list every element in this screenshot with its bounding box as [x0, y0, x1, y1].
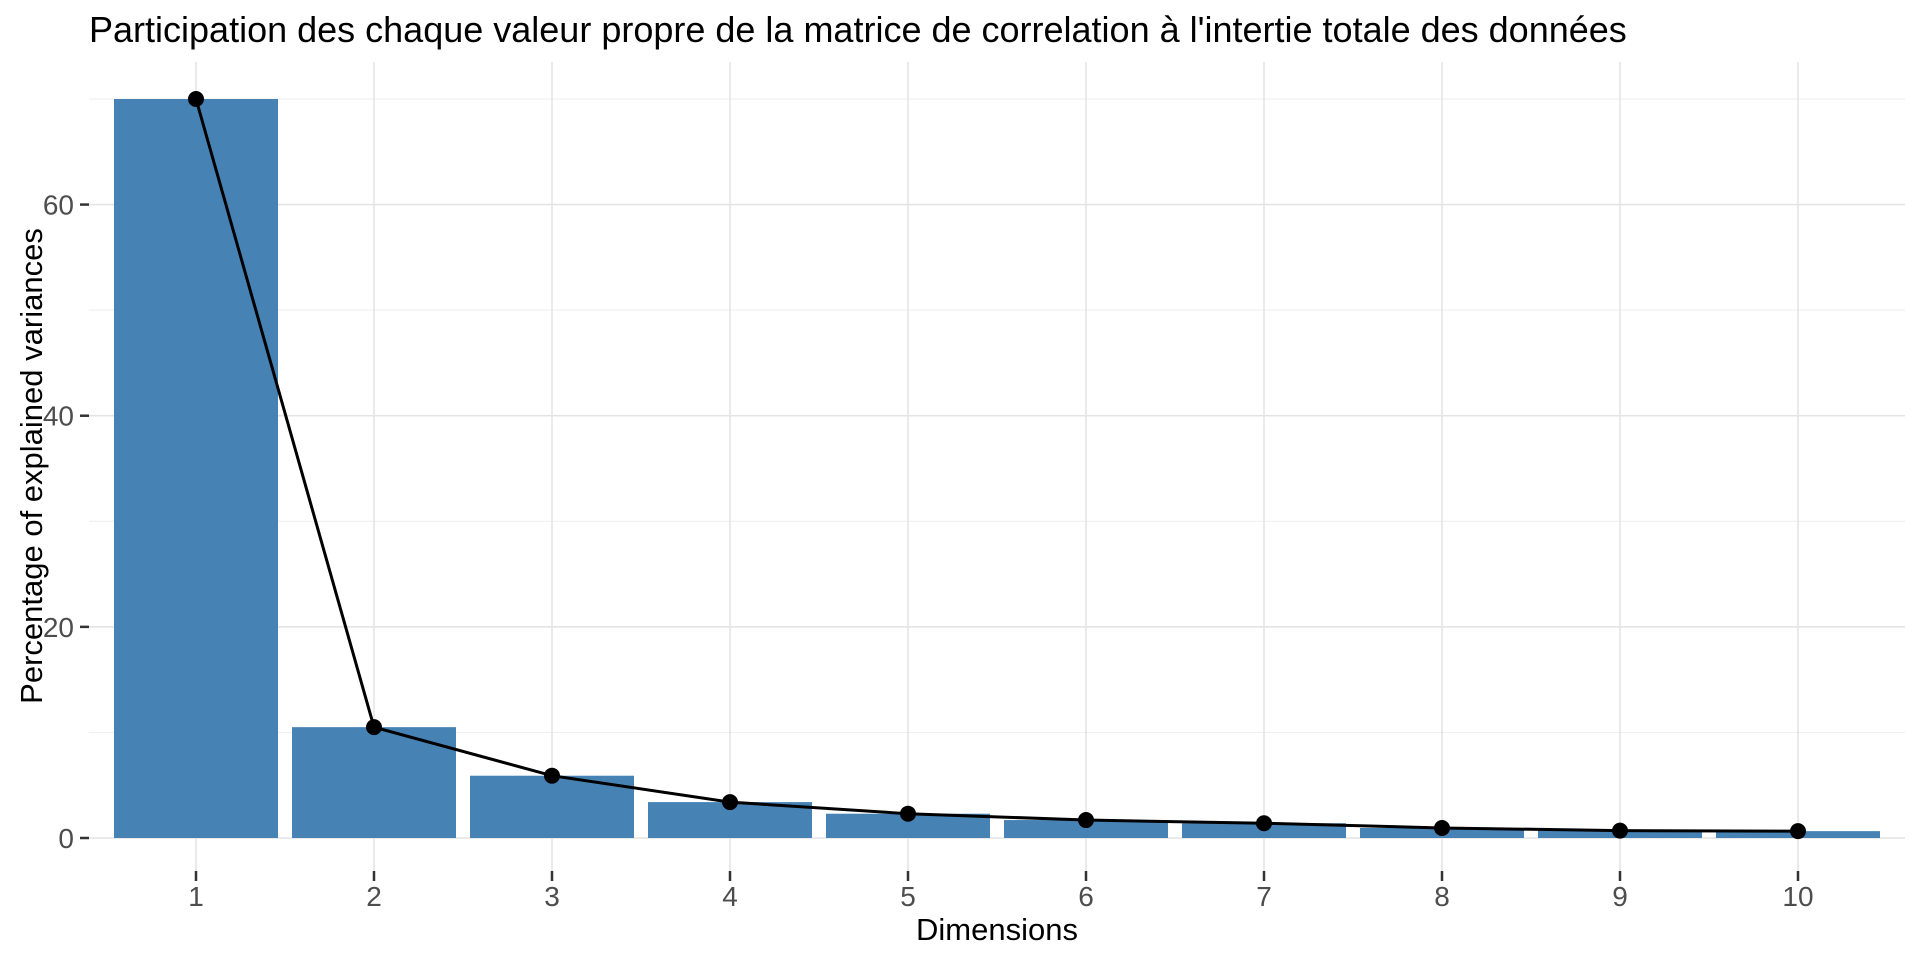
scree-point-dim-7: [1256, 815, 1272, 832]
y-tick-label-60: 60: [43, 190, 74, 221]
x-tick-label-6: 6: [1078, 881, 1094, 912]
x-tick-label-9: 9: [1612, 881, 1628, 912]
x-tick-label-8: 8: [1434, 881, 1450, 912]
scree-point-dim-8: [1434, 819, 1450, 836]
scree-point-dim-6: [1078, 812, 1094, 829]
scree-line: [194, 98, 1799, 833]
scree-point-dim-2: [366, 719, 382, 736]
minor-gridlines: [89, 98, 1905, 734]
scree-point-dim-10: [1790, 823, 1806, 840]
y-tick-label-0: 0: [58, 823, 74, 854]
x-axis-title: Dimensions: [916, 912, 1078, 947]
x-tick-label-4: 4: [722, 881, 738, 912]
bars-layer: [114, 99, 1880, 838]
scree-point-dim-9: [1612, 822, 1628, 839]
bar-dim-6: [1004, 820, 1168, 838]
scree-point-dim-5: [900, 805, 916, 822]
x-tick-label-5: 5: [900, 881, 916, 912]
y-tick-label-20: 20: [43, 612, 74, 643]
scree-points-layer: [188, 91, 1806, 840]
x-tick-label-1: 1: [188, 881, 204, 912]
scree-point-dim-4: [722, 794, 738, 811]
x-tick-label-3: 3: [544, 881, 560, 912]
scree-point-dim-3: [544, 767, 560, 784]
bar-dim-3: [470, 775, 634, 838]
chart-title: Participation des chaque valeur propre d…: [89, 9, 1627, 50]
axis-tick-marks: [80, 203, 1800, 881]
y-axis-title: Percentage of explained variances: [14, 228, 49, 704]
x-tick-label-2: 2: [366, 881, 382, 912]
scree-line-layer: [194, 98, 1799, 833]
x-tick-label-10: 10: [1782, 881, 1813, 912]
x-tick-label-7: 7: [1256, 881, 1272, 912]
bar-dim-2: [292, 727, 456, 838]
scree-point-dim-1: [188, 91, 204, 108]
bar-dim-1: [114, 99, 278, 838]
axis-tick-labels: 1 2 3 4 5 6 7 8 9 10 0 20 40 60: [43, 190, 1814, 912]
y-tick-label-40: 40: [43, 401, 74, 432]
